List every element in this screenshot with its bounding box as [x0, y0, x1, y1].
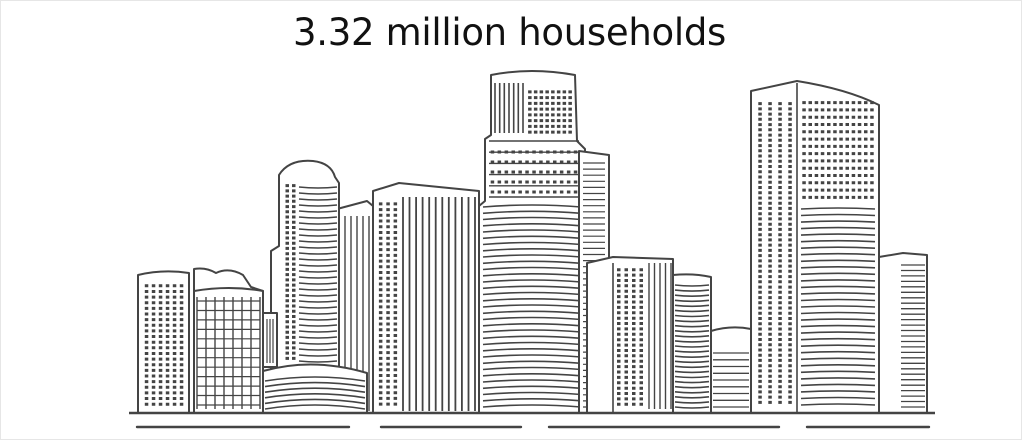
- building-low-block: [710, 326, 752, 414]
- building-grid-box: [586, 256, 674, 414]
- tower-center-striped: [372, 182, 480, 414]
- tower-left-wavy: [193, 267, 264, 414]
- tower-far-right: [878, 252, 928, 414]
- tower-right-tall: [750, 80, 880, 414]
- tower-far-left: [137, 270, 190, 414]
- building-curved-lines: [672, 273, 712, 414]
- tower-center-tall: [478, 70, 586, 414]
- ground-line: [129, 411, 935, 429]
- building-small-box: [262, 312, 278, 368]
- households-headline: 3.32 million households: [293, 11, 726, 54]
- building-low-wavy: [262, 363, 368, 414]
- tower-left-tall: [270, 159, 340, 414]
